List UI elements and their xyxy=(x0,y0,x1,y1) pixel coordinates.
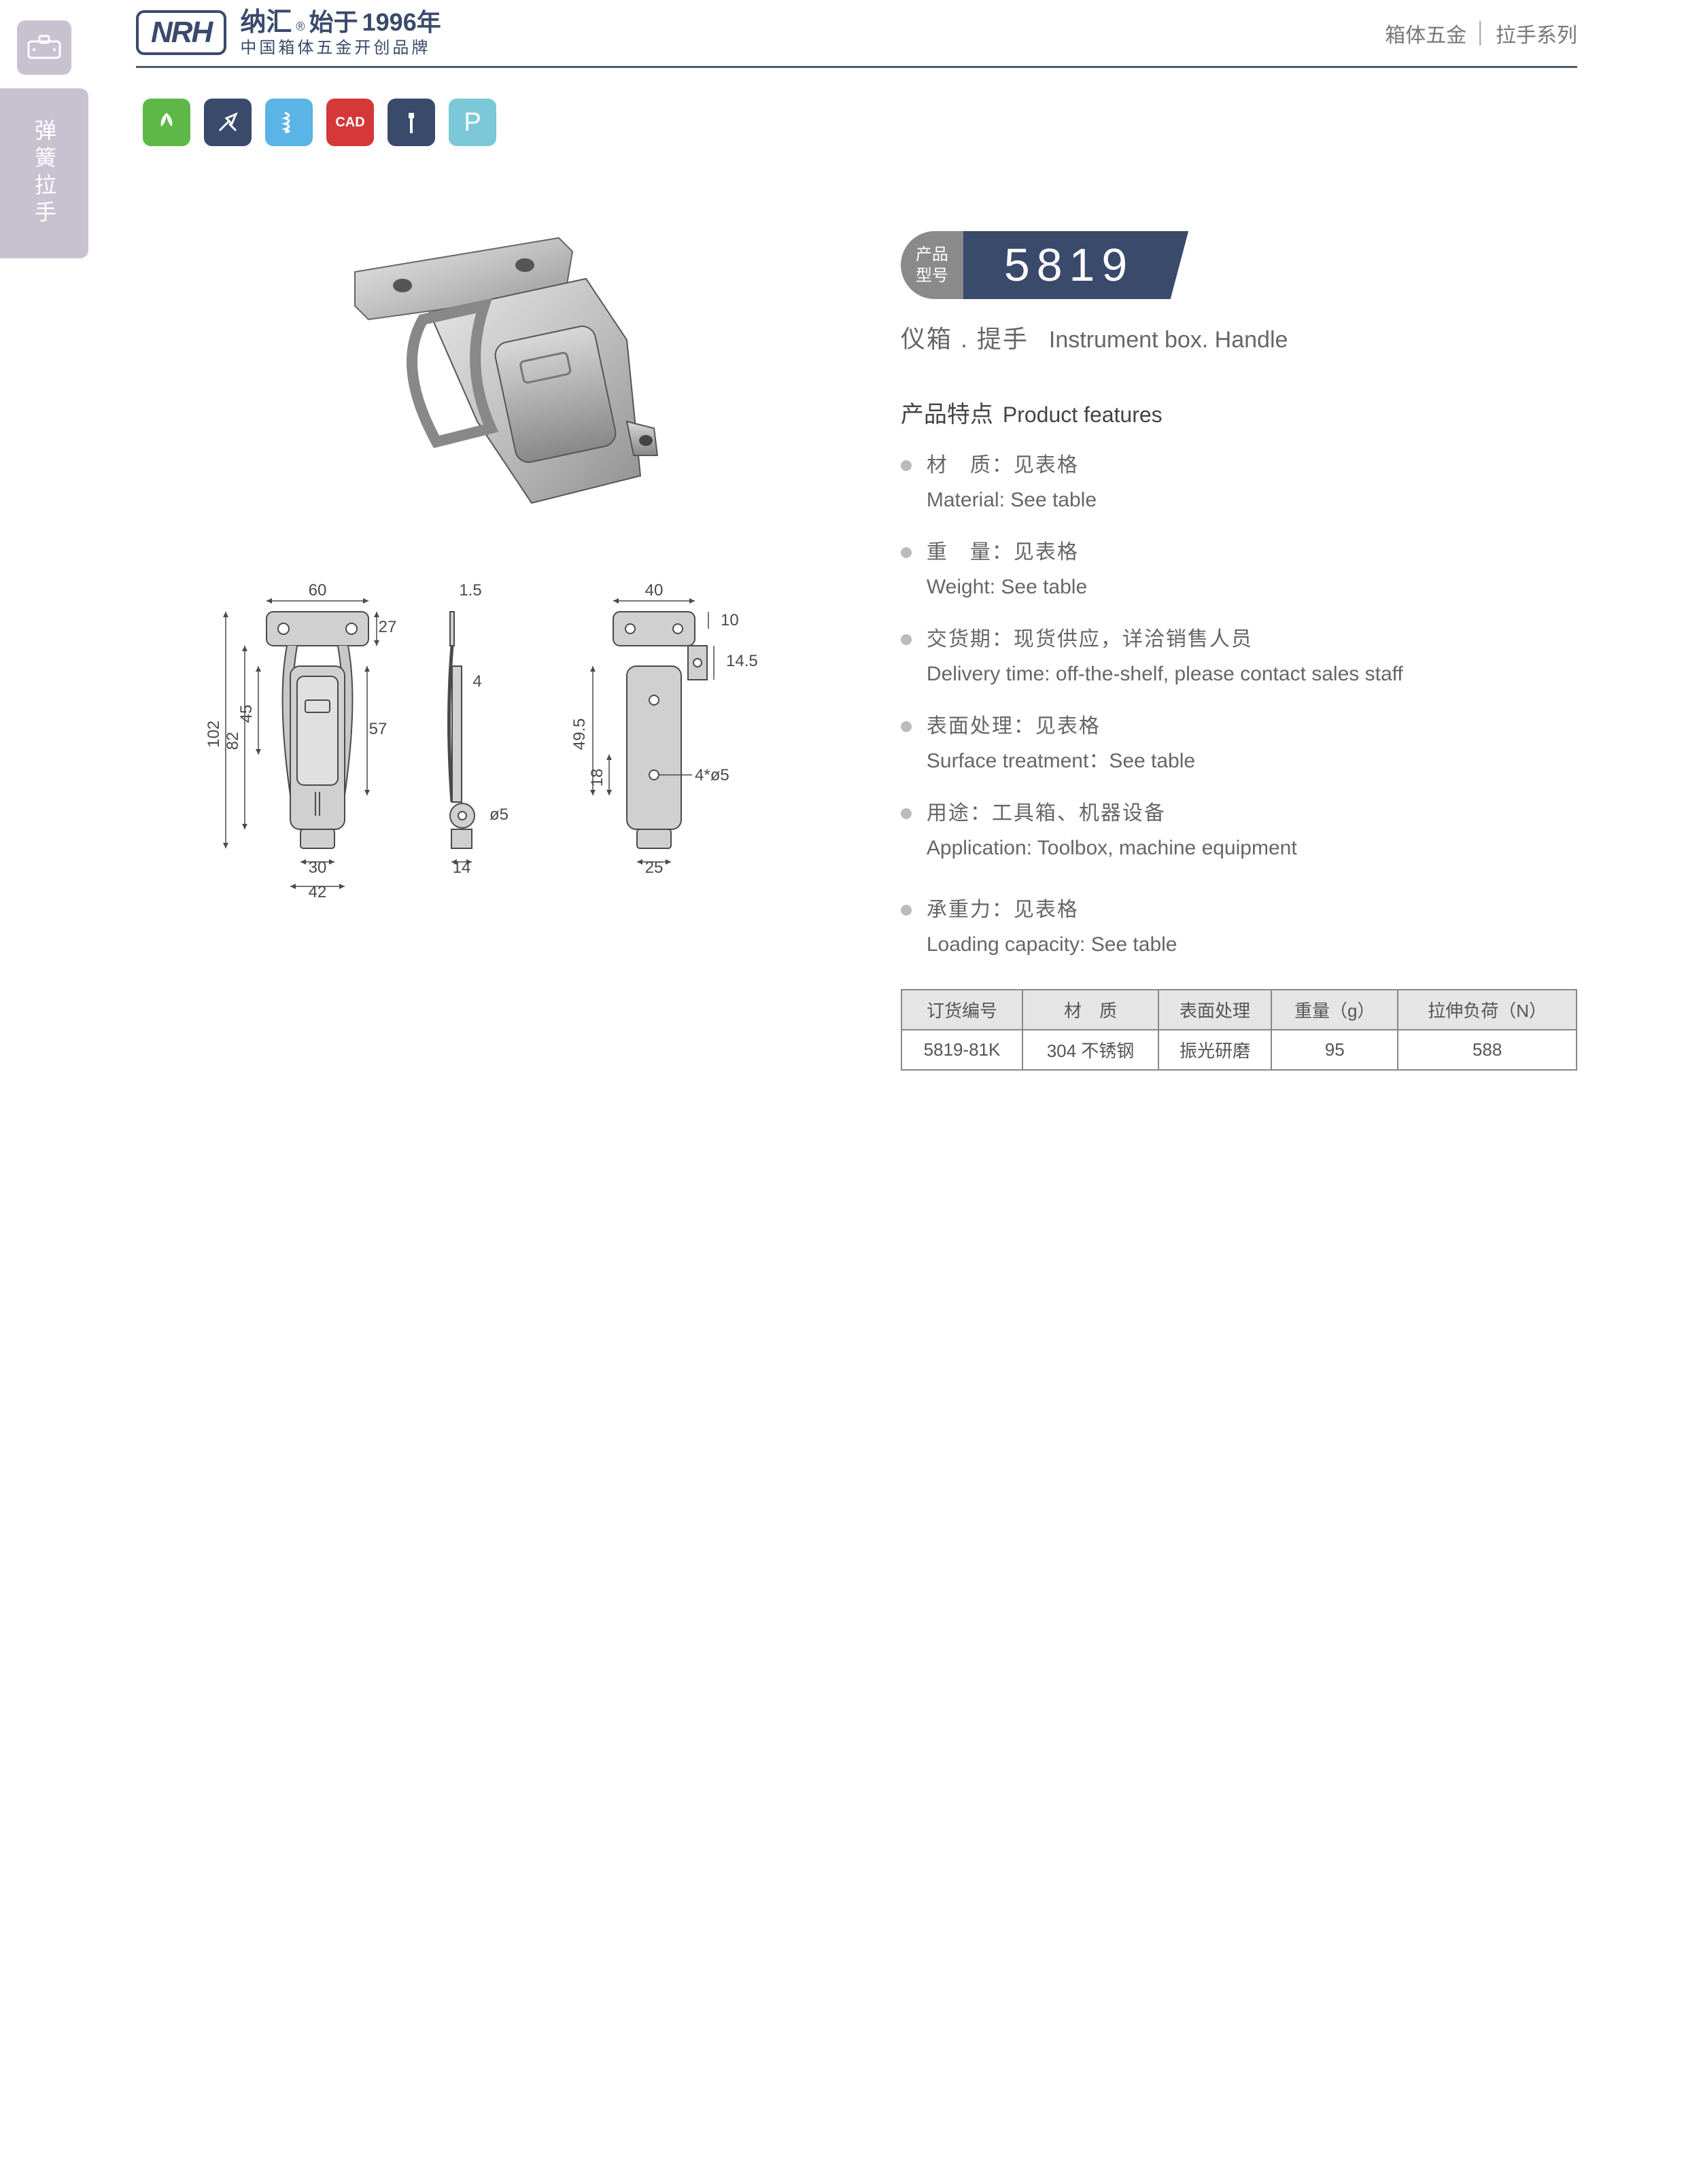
dim-82: 82 xyxy=(224,732,242,750)
subtitle-cn: 仪箱 . 提手 xyxy=(901,319,1029,355)
table-cell: 95 xyxy=(1271,1030,1398,1070)
table-header: 拉伸负荷（N） xyxy=(1398,990,1577,1030)
table-header: 订货编号 xyxy=(901,990,1022,1030)
bolt-icon xyxy=(388,99,435,146)
feature-en: Application: Toolbox, machine equipment xyxy=(927,831,1577,865)
latch-icon xyxy=(26,33,63,62)
product-image xyxy=(136,190,846,544)
feature-list: 材 质：见表格 Material: See table 重 量：见表格 Weig… xyxy=(901,448,1577,962)
table-row: 5819-81K 304 不锈钢 振光研磨 95 588 xyxy=(901,1030,1577,1070)
features-title-en: Product features xyxy=(1003,402,1163,428)
right-column: 产品 型号 5819 仪箱 . 提手 Instrument box. Handl… xyxy=(901,190,1577,1071)
category-1: 箱体五金 xyxy=(1385,18,1466,48)
table-header: 表面处理 xyxy=(1158,990,1271,1030)
cad-icon: CAD xyxy=(326,99,374,146)
feature-cn: 表面处理：见表格 xyxy=(927,709,1577,744)
feature-cn: 材 质：见表格 xyxy=(927,448,1577,483)
registered-mark: ® xyxy=(296,20,305,35)
feature-en: Surface treatment：See table xyxy=(927,744,1577,778)
dim-4o5: 4*ø5 xyxy=(695,766,729,784)
feature-cn: 用途：工具箱、机器设备 xyxy=(927,796,1577,831)
logo-text-block: 纳汇 ® 始于 1996年 中国箱体五金开创品牌 xyxy=(240,7,441,58)
dim-102: 102 xyxy=(205,721,223,748)
feature-en: Material: See table xyxy=(927,483,1577,517)
feature-cn: 承重力：见表格 xyxy=(927,892,1577,927)
feature-cn: 重 量：见表格 xyxy=(927,535,1577,570)
dim-o5: ø5 xyxy=(489,805,509,824)
model-label-2: 型号 xyxy=(916,265,948,286)
sidebar-category-tab: 弹簧拉手 xyxy=(0,88,88,258)
product-subtitle: 仪箱 . 提手 Instrument box. Handle xyxy=(901,319,1577,355)
table-cell: 振光研磨 xyxy=(1158,1030,1271,1070)
dim-18: 18 xyxy=(588,769,606,787)
model-label-1: 产品 xyxy=(916,244,948,265)
year: 1996年 xyxy=(362,7,441,37)
dim-27: 27 xyxy=(379,618,397,636)
table-header: 重量（g） xyxy=(1271,990,1398,1030)
logo-line1: 纳汇 ® 始于 1996年 xyxy=(240,7,441,39)
dim-10: 10 xyxy=(721,611,739,629)
spring-icon xyxy=(265,99,313,146)
dim-1.5: 1.5 xyxy=(460,581,482,600)
dim-14.5: 14.5 xyxy=(726,652,758,670)
features-title-cn: 产品特点 xyxy=(901,396,993,429)
sidebar-product-icon xyxy=(17,20,71,75)
content: 60 xyxy=(136,190,1577,1071)
model-number: 5819 xyxy=(963,231,1188,299)
features-title: 产品特点 Product features xyxy=(901,396,1577,429)
feature-item: 表面处理：见表格 Surface treatment：See table xyxy=(901,709,1577,778)
spec-table: 订货编号 材 质 表面处理 重量（g） 拉伸负荷（N） 5819-81K 304… xyxy=(901,989,1577,1071)
dim-30: 30 xyxy=(309,859,327,877)
feature-en: Weight: See table xyxy=(927,570,1577,604)
feature-cn: 交货期：现货供应，详洽销售人员 xyxy=(927,622,1577,657)
header: NRH 纳汇 ® 始于 1996年 中国箱体五金开创品牌 箱体五金 │ 拉手系列 xyxy=(136,0,1577,68)
table-header-row: 订货编号 材 质 表面处理 重量（g） 拉伸负荷（N） xyxy=(901,990,1577,1030)
feature-en: Delivery time: off-the-shelf, please con… xyxy=(927,657,1577,691)
product-render-svg xyxy=(246,204,736,530)
dim-42: 42 xyxy=(309,883,327,901)
dim-49.5: 49.5 xyxy=(570,718,589,750)
model-label: 产品 型号 xyxy=(901,231,963,299)
logo-block: NRH 纳汇 ® 始于 1996年 中国箱体五金开创品牌 xyxy=(136,7,441,58)
header-breadcrumb: 箱体五金 │ 拉手系列 xyxy=(1385,18,1577,48)
category-2: 拉手系列 xyxy=(1496,18,1577,48)
model-badge: 产品 型号 5819 xyxy=(901,231,1577,299)
tech-drawing-svg: 60 xyxy=(178,571,804,952)
table-cell: 304 不锈钢 xyxy=(1022,1030,1158,1070)
feature-item: 承重力：见表格 Loading capacity: See table xyxy=(901,892,1577,962)
sidebar: 弹簧拉手 xyxy=(0,0,88,258)
dim-45: 45 xyxy=(237,705,256,723)
feature-item: 用途：工具箱、机器设备 Application: Toolbox, machin… xyxy=(901,796,1577,865)
year-prefix: 始于 xyxy=(309,7,358,37)
icon-row: CAD P xyxy=(143,99,496,146)
dim-60: 60 xyxy=(309,581,327,600)
feature-en: Loading capacity: See table xyxy=(927,927,1577,962)
technical-drawing: 60 xyxy=(136,571,846,952)
dim-4: 4 xyxy=(473,672,482,691)
page: 弹簧拉手 NRH 纳汇 ® 始于 1996年 中国箱体五金开创品牌 箱体五金 │… xyxy=(0,0,1686,2184)
dim-57: 57 xyxy=(369,720,388,738)
feature-item: 材 质：见表格 Material: See table xyxy=(901,448,1577,517)
breadcrumb-divider: │ xyxy=(1475,22,1487,45)
dim-25: 25 xyxy=(645,859,664,877)
eco-icon xyxy=(143,99,190,146)
table-cell: 588 xyxy=(1398,1030,1577,1070)
sidebar-tab-label: 弹簧拉手 xyxy=(29,119,60,228)
dim-40: 40 xyxy=(645,581,664,600)
main-grid: 60 xyxy=(136,190,1577,1071)
logo-mark: NRH xyxy=(136,10,226,55)
table-cell: 5819-81K xyxy=(901,1030,1022,1070)
table-header: 材 质 xyxy=(1022,990,1158,1030)
logo-subtitle: 中国箱体五金开创品牌 xyxy=(240,39,441,58)
feature-item: 交货期：现货供应，详洽销售人员 Delivery time: off-the-s… xyxy=(901,622,1577,691)
brand-name: 纳汇 xyxy=(240,7,292,39)
left-column: 60 xyxy=(136,190,846,1071)
p-icon: P xyxy=(449,99,496,146)
subtitle-en: Instrument box. Handle xyxy=(1049,327,1288,353)
tools-icon xyxy=(204,99,252,146)
feature-item: 重 量：见表格 Weight: See table xyxy=(901,535,1577,604)
